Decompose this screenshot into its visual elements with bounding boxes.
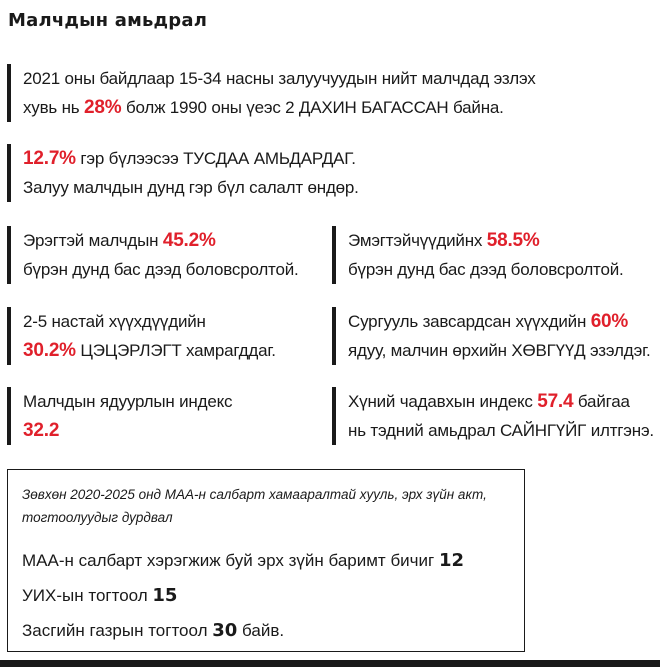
- stat-block-kindergarten: 2-5 настай хүүхдүүдийн 30.2% ЦЭЦЭРЛЭГТ х…: [7, 307, 276, 365]
- stat-block-separate-living: 12.7% гэр бүлээсээ ТУСДАА АМЬДАРДАГ. Зал…: [7, 144, 359, 202]
- stat-text: нь тэдний амьдрал САЙНГҮЙГ илтгэнэ.: [348, 421, 654, 440]
- legislation-count: 12: [438, 550, 465, 571]
- stat-text: 12.7% гэр бүлээсээ ТУСДАА АМЬДАРДАГ.: [23, 148, 356, 169]
- highlight-value: 28%: [83, 97, 122, 118]
- highlight-value: 30.2%: [23, 340, 76, 361]
- stat-text: 2-5 настай хүүхдүүдийн: [23, 312, 206, 331]
- stat-text: Эрэгтэй малчдын 45.2%: [23, 230, 216, 251]
- legislation-note: Зөвхөн 2020-2025 онд МАА-н салбарт хамаа…: [22, 487, 487, 525]
- stat-text: хувь нь 28% болж 1990 оны үеэс 2 ДАХИН Б…: [23, 97, 504, 118]
- stat-block-female-education: Эмэгтэйчүүдийнх 58.5% бүрэн дунд бас дээ…: [332, 226, 624, 284]
- highlight-value: 60%: [590, 311, 629, 332]
- stat-text: 30.2% ЦЭЦЭРЛЭГТ хамрагддаг.: [23, 340, 276, 361]
- stat-text: 2021 оны байдлаар 15-34 насны залуучууды…: [23, 69, 536, 88]
- highlight-value: 45.2%: [162, 230, 216, 251]
- stat-text: Сургууль завсардсан хүүхдийн 60%: [348, 311, 629, 332]
- stat-text: ядуу, малчин өрхийн ХӨВГҮҮД эзэлдэг.: [348, 341, 651, 360]
- stat-text: бүрэн дунд бас дээд боловсролтой.: [23, 260, 299, 279]
- highlight-value: 32.2: [23, 420, 60, 441]
- stat-text: Малчдын ядуурлын индекс: [23, 392, 233, 411]
- stat-text: 32.2: [23, 416, 232, 445]
- legislation-count: 15: [152, 585, 178, 606]
- bottom-divider: [0, 660, 660, 667]
- legislation-row: УИХ-ын тогтоол 15: [22, 585, 178, 606]
- legislation-box: Зөвхөн 2020-2025 онд МАА-н салбарт хамаа…: [7, 469, 525, 652]
- stat-text: бүрэн дунд бас дээд боловсролтой.: [348, 260, 624, 279]
- legislation-row: Засгийн газрын тогтоол 30 байв.: [22, 620, 285, 641]
- legislation-row: МАА-н салбарт хэрэгжиж буй эрх зүйн бари…: [22, 550, 465, 571]
- stat-block-capability-index: Хүний чадавхын индекс 57.4 байгаа нь тэд…: [332, 387, 654, 445]
- highlight-value: 58.5%: [486, 230, 540, 251]
- stat-block-youth-share: 2021 оны байдлаар 15-34 насны залуучууды…: [7, 64, 536, 122]
- stat-block-dropout: Сургууль завсардсан хүүхдийн 60% ядуу, м…: [332, 307, 651, 365]
- stat-text: Хүний чадавхын индекс 57.4 байгаа: [348, 391, 630, 412]
- stat-text: Эмэгтэйчүүдийнх 58.5%: [348, 230, 540, 251]
- highlight-value: 57.4: [537, 391, 574, 412]
- legislation-count: 30: [212, 620, 238, 641]
- page-title: Малчдын амьдрал: [8, 10, 208, 31]
- stat-block-poverty-index: Малчдын ядуурлын индекс 32.2: [7, 387, 233, 445]
- stat-block-male-education: Эрэгтэй малчдын 45.2% бүрэн дунд бас дээ…: [7, 226, 299, 284]
- stat-text: Залуу малчдын дунд гэр бүл салалт өндөр.: [23, 178, 359, 197]
- highlight-value: 12.7%: [23, 148, 76, 169]
